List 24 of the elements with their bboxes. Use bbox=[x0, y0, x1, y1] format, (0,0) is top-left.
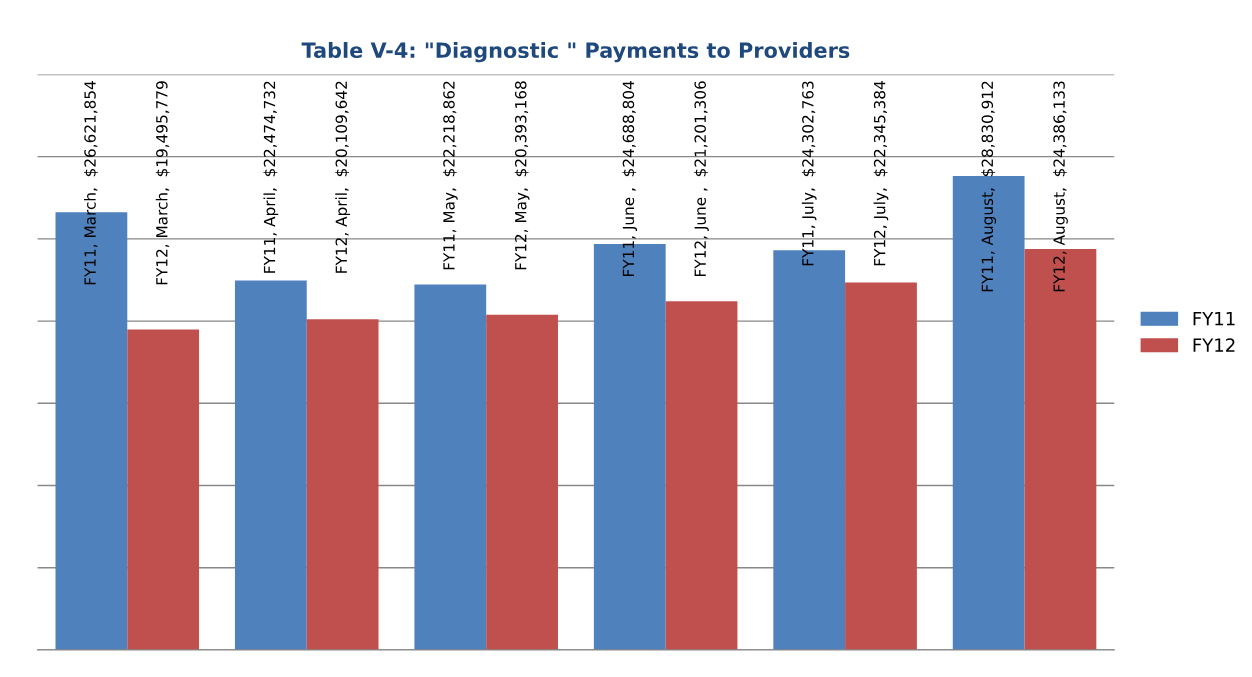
data-label: FY12, March, $19,495,779 bbox=[155, 81, 170, 285]
bar bbox=[414, 284, 487, 650]
data-label: FY11, June , $24,688,804 bbox=[622, 81, 638, 276]
bar bbox=[486, 314, 558, 650]
data-label: FY11, July, $24,302,763 bbox=[801, 81, 817, 266]
bar bbox=[665, 301, 738, 650]
legend-label: FY11 bbox=[1193, 311, 1235, 326]
bar bbox=[1024, 248, 1097, 650]
bar bbox=[234, 280, 307, 650]
data-label: FY11, April, $22,474,732 bbox=[263, 81, 279, 273]
chart-title: Table V-4: "Diagnostic " Payments to Providers bbox=[301, 41, 850, 63]
bar bbox=[845, 282, 917, 650]
data-label: FY12, May, $20,393,168 bbox=[514, 81, 530, 270]
data-label: FY12, August, $24,386,133 bbox=[1053, 81, 1068, 292]
legend-label: FY12 bbox=[1193, 338, 1235, 352]
data-label: FY11, August, $28,830,912 bbox=[981, 81, 997, 292]
bar bbox=[127, 329, 200, 650]
bar bbox=[306, 319, 379, 650]
data-label: FY12, June , $21,201,306 bbox=[694, 81, 709, 276]
bar bbox=[952, 175, 1025, 650]
data-label: FY12, April, $20,109,642 bbox=[335, 81, 351, 273]
data-label: FY11, March, $26,621,854 bbox=[84, 81, 98, 285]
data-label: FY11, May, $22,218,862 bbox=[442, 81, 458, 270]
data-label: FY12, July, $22,345,384 bbox=[873, 81, 889, 266]
